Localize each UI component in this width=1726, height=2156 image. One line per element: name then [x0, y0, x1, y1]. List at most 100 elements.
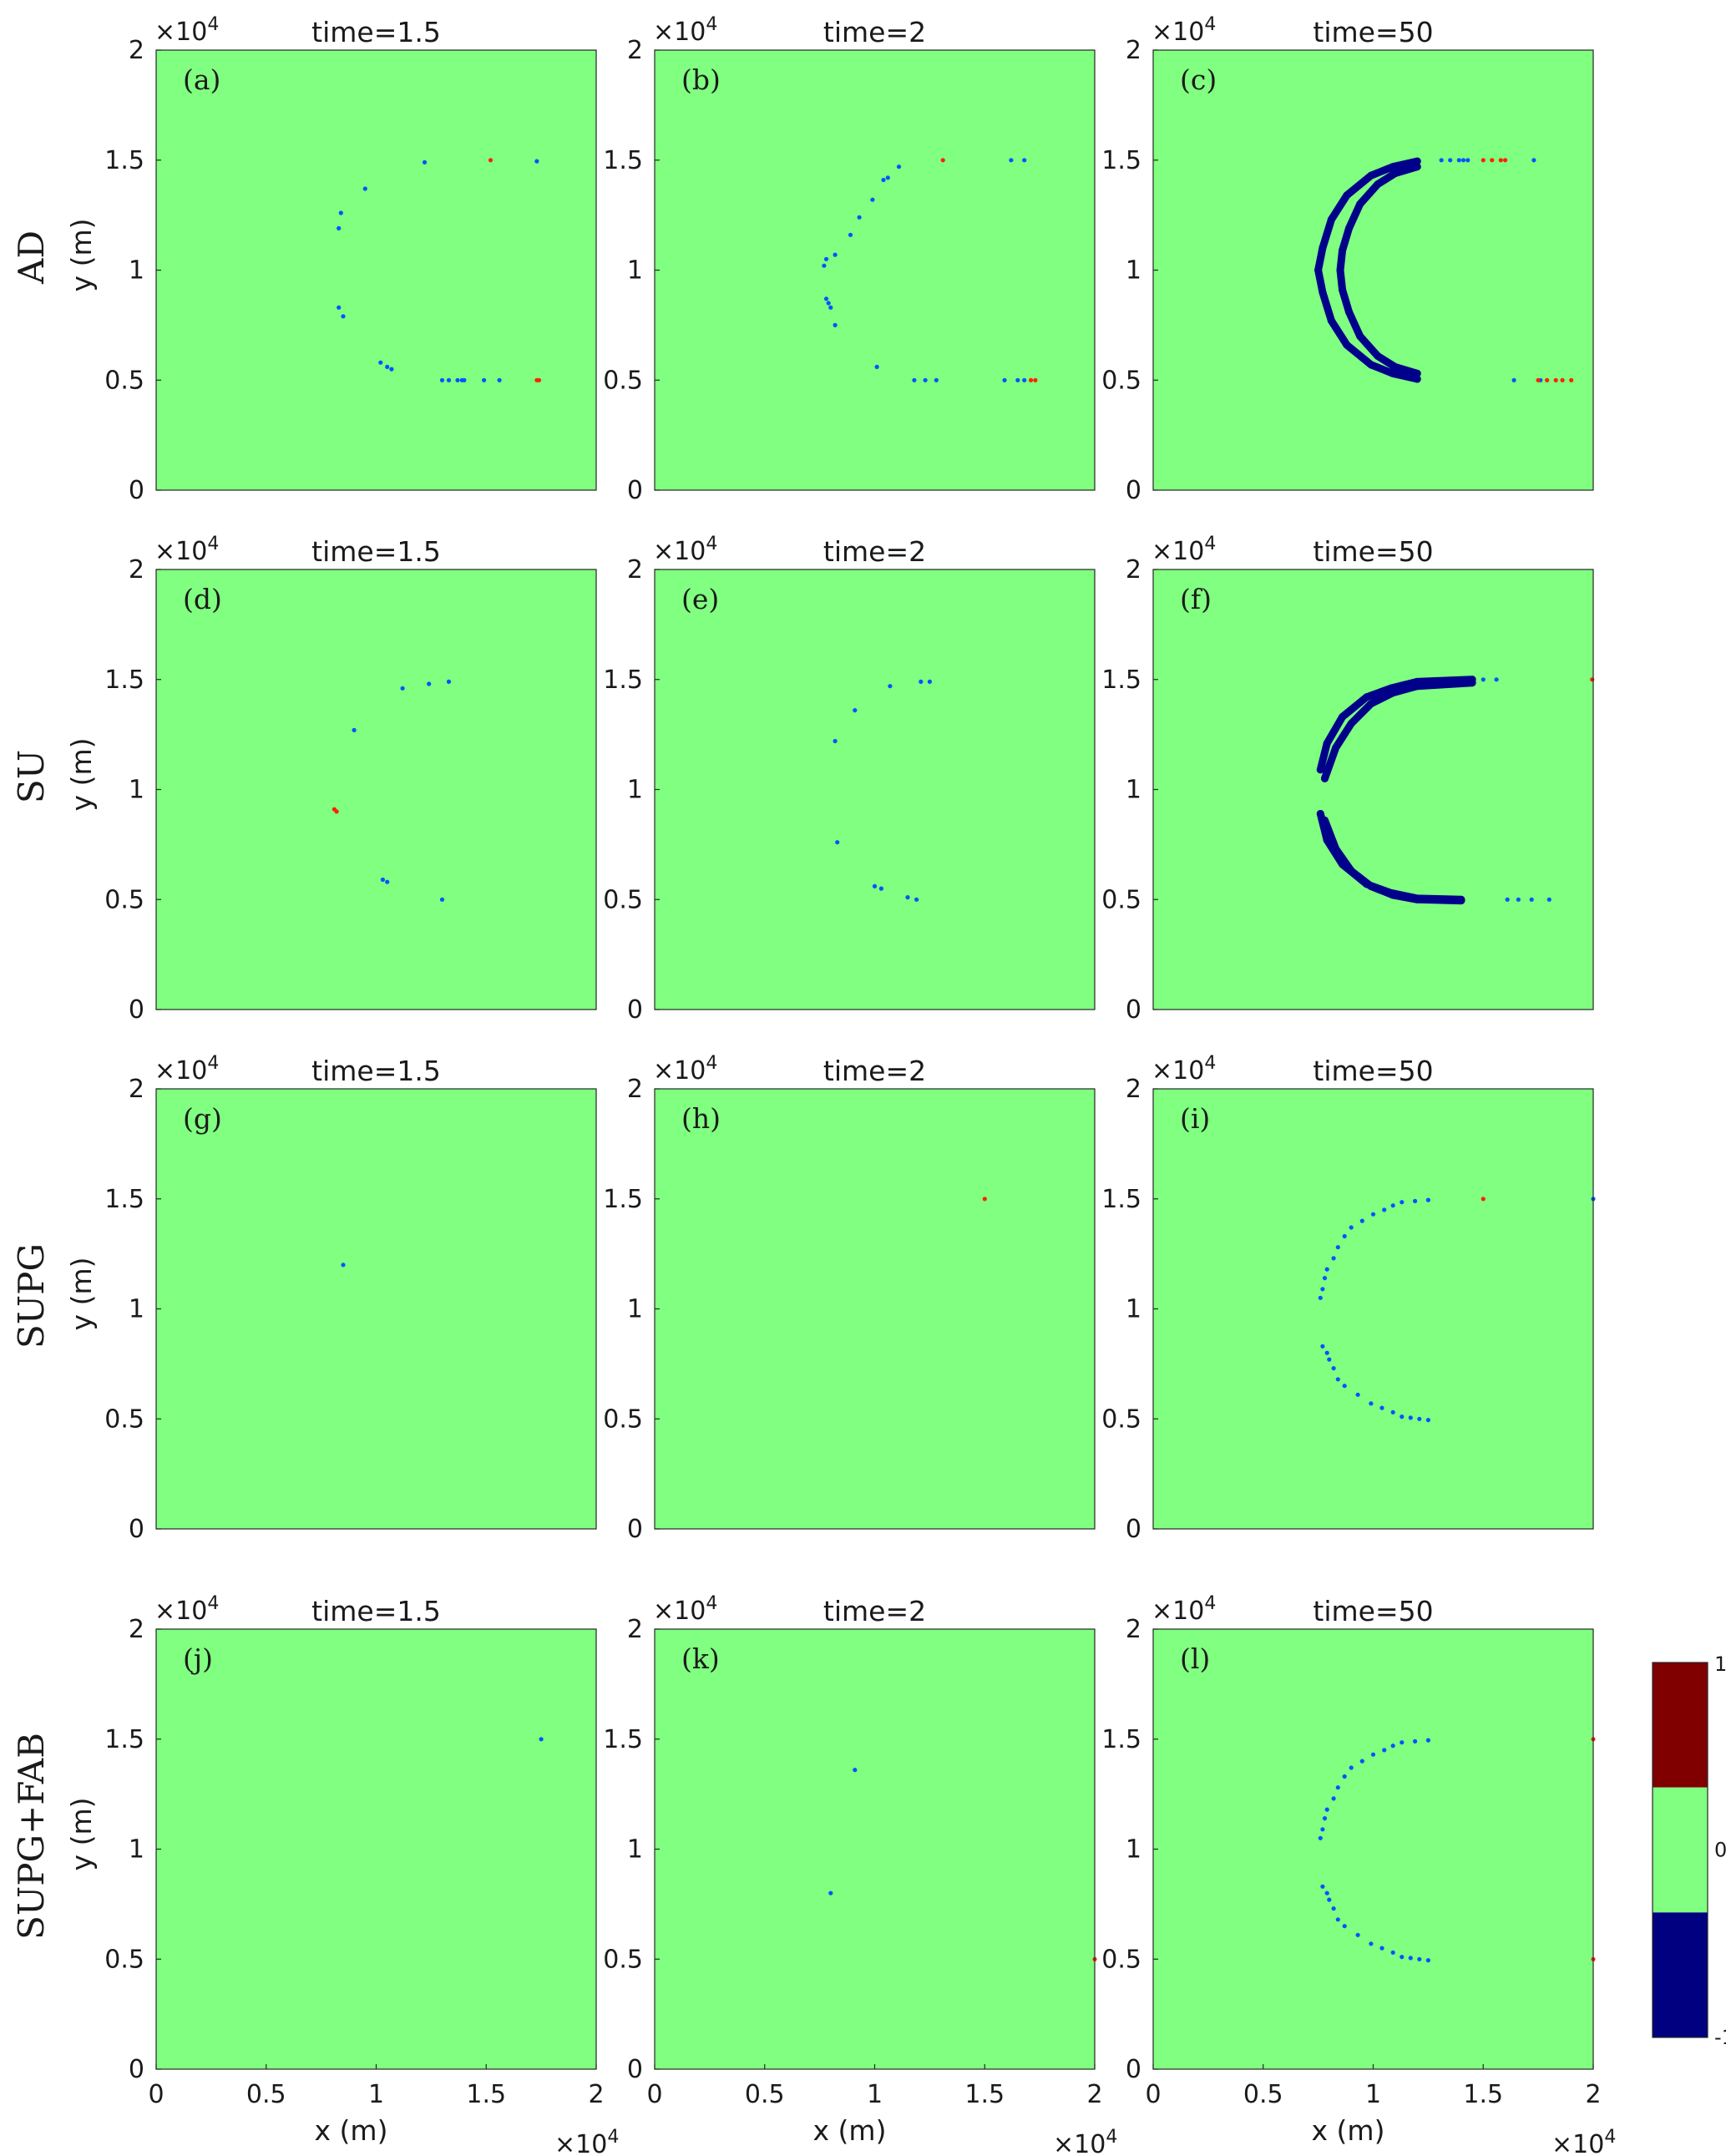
data-point [1342, 1774, 1347, 1779]
data-point [1339, 286, 1347, 294]
y-tick-label: 2 [627, 1615, 643, 1644]
field-background [156, 1629, 596, 2069]
data-point [439, 897, 445, 902]
row-label: AD [11, 230, 52, 285]
data-point [1339, 713, 1347, 721]
y-tick-label: 2 [129, 1075, 144, 1104]
data-point [848, 232, 853, 237]
data-point [1339, 246, 1347, 255]
data-point [1481, 1197, 1486, 1202]
data-point [1347, 867, 1355, 875]
data-point [1345, 224, 1353, 232]
field-background [156, 569, 596, 1010]
y-tick-label: 0 [627, 2055, 643, 2084]
data-point [1457, 897, 1465, 905]
data-point [1413, 1198, 1418, 1203]
y-tick-label: 1.5 [104, 666, 144, 695]
y-exponent-label: ×104 [653, 1053, 717, 1086]
panel-letter: (l) [1180, 1642, 1210, 1675]
data-point [1370, 1752, 1376, 1757]
data-point [823, 296, 829, 301]
data-point [1389, 689, 1397, 697]
data-point [1448, 158, 1453, 163]
data-point [1314, 266, 1323, 274]
panel-letter: (g) [183, 1102, 222, 1135]
row-labels: AD SU SUPG SUPG+FAB [11, 230, 52, 1940]
data-point [822, 263, 827, 268]
panel-letter: (f) [1180, 583, 1212, 615]
data-point [923, 377, 928, 382]
data-point [982, 1197, 987, 1202]
y-exponent-label: ×104 [154, 1053, 219, 1086]
y-tick-label: 0.5 [603, 1404, 643, 1434]
x-axis-label: x (m) [1312, 2114, 1385, 2147]
panel-k: 0 0.5 1 1.5 2 ×104 0 0.5 1 1.5 2 x (m) ×104 time=2 (k) [603, 1593, 1117, 2156]
data-point [1327, 1897, 1332, 1902]
data-point [823, 256, 829, 261]
y-tick-label: 2 [1126, 555, 1141, 585]
data-point [539, 1737, 544, 1742]
data-point [1389, 369, 1397, 377]
data-point [1324, 1890, 1329, 1895]
data-point [1439, 158, 1444, 163]
data-point [1009, 158, 1014, 163]
y-tick-label: 0 [129, 2055, 144, 2084]
data-point [1390, 1950, 1395, 1955]
data-point [914, 897, 919, 902]
series-3 [1481, 158, 1574, 382]
colorbar: 1 0 -1 [1652, 1652, 1726, 2049]
y-tick-label: 1 [1126, 776, 1141, 805]
data-point [1342, 1384, 1347, 1389]
data-point [338, 210, 343, 215]
data-point [1356, 332, 1364, 341]
data-point [919, 679, 924, 685]
series-1 [940, 158, 1038, 382]
panel-grid: 0 0.5 1 1.5 2 ×104 time=1.5 (a) y (m) 0 0.5 1 1.5 2 ×1… [65, 14, 1616, 2156]
data-point [1413, 163, 1421, 171]
data-point [1359, 1218, 1364, 1223]
data-point [1460, 158, 1466, 163]
y-tick-label: 2 [1126, 36, 1141, 65]
x-axis-label: x (m) [813, 2114, 887, 2147]
data-point [878, 886, 883, 891]
series-0 [1318, 1197, 1596, 1423]
data-point [1332, 743, 1340, 752]
data-point [455, 377, 460, 382]
data-point [833, 252, 838, 257]
data-point [870, 197, 875, 202]
series-0 [828, 1768, 858, 1895]
x-exponent-label: ×104 [1551, 2127, 1616, 2156]
data-point [1382, 1748, 1387, 1753]
data-point [833, 322, 838, 327]
data-point [1335, 1245, 1340, 1250]
x-tick-label: 0.5 [246, 2080, 286, 2109]
y-tick-label: 1 [627, 776, 643, 805]
data-point [337, 225, 342, 230]
data-point [1327, 316, 1335, 325]
panel-h: 0 0.5 1 1.5 2 ×104 time=2 (h) [603, 1053, 1096, 1544]
y-tick-label: 1.5 [1101, 146, 1141, 175]
data-point [1374, 180, 1382, 189]
data-point [1367, 700, 1375, 708]
data-point [1481, 158, 1486, 163]
x-tick-label: 2 [1585, 2080, 1601, 2109]
y-tick-label: 1.5 [603, 1185, 643, 1214]
data-point [1390, 1744, 1395, 1749]
row-label: SUPG+FAB [11, 1733, 52, 1940]
data-point [927, 679, 932, 685]
data-point [1560, 377, 1565, 382]
data-point [1505, 897, 1510, 902]
series-1 [332, 807, 339, 814]
y-tick-label: 0 [129, 1515, 144, 1544]
data-point [853, 708, 858, 713]
data-point [1318, 1295, 1323, 1300]
colorbar-frame [1652, 1662, 1708, 2038]
data-point [439, 377, 445, 382]
data-point [1367, 361, 1375, 369]
panel-title: time=50 [1313, 1595, 1433, 1627]
series-0 [337, 159, 539, 382]
panel-letter: (a) [183, 63, 220, 96]
y-exponent-label: ×104 [1152, 14, 1216, 47]
data-point [1367, 882, 1375, 890]
x-tick-label: 1.5 [964, 2080, 1005, 2109]
